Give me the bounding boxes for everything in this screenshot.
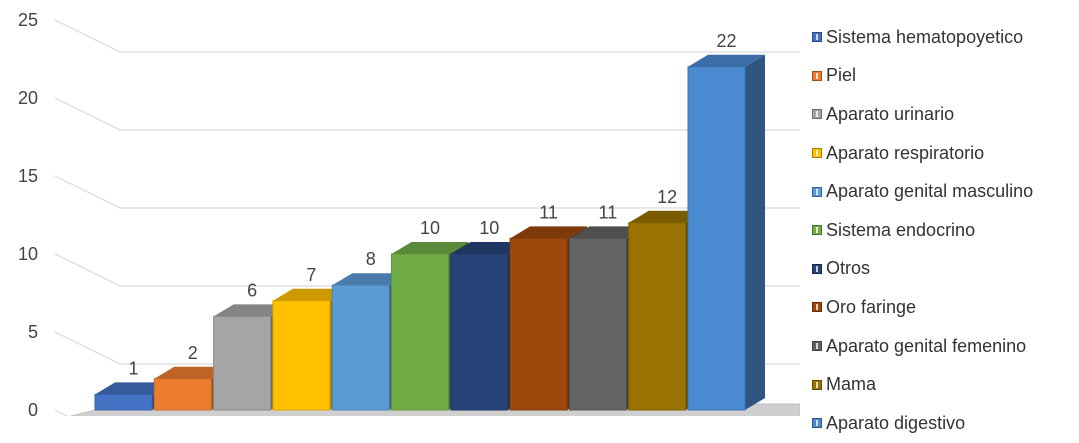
legend-swatch	[812, 263, 822, 274]
y-tick-label: 20	[18, 88, 38, 108]
gridline	[54, 19, 800, 53]
legend-swatch	[812, 32, 822, 43]
bar-front-face	[153, 378, 212, 411]
bar	[94, 382, 172, 411]
legend-label: Aparato respiratorio	[826, 142, 985, 163]
y-tick-label: 10	[18, 244, 38, 264]
bar-front-face	[391, 253, 449, 411]
legend-item: Sistema hematopoyetico	[812, 18, 1074, 57]
bar-top-face	[688, 54, 765, 67]
legend-swatch	[812, 379, 822, 390]
legend-item: Aparato urinario	[812, 95, 1074, 134]
bar-top-face	[213, 304, 291, 317]
bar-top-face	[628, 210, 706, 223]
data-label: 8	[366, 249, 376, 269]
bar-front-face	[509, 237, 568, 411]
legend-label: Oro faringe	[826, 296, 917, 317]
bar-front-face	[94, 393, 153, 411]
y-tick-label: 25	[18, 10, 38, 30]
y-tick-label: 5	[28, 322, 38, 342]
legend-item: Aparato genital masculino	[812, 172, 1074, 211]
legend-item: Piel	[812, 57, 1074, 96]
legend-label: Sistema endocrino	[826, 219, 976, 240]
data-label: 1	[128, 358, 138, 378]
legend-label: Piel	[826, 65, 857, 86]
y-tick-label: 0	[28, 400, 38, 416]
bar-top-face	[154, 366, 232, 379]
data-label: 10	[479, 218, 499, 238]
legend-swatch	[812, 70, 822, 81]
legend-item: Oro faringe	[812, 288, 1074, 327]
legend-item: Otros	[812, 250, 1074, 289]
bar-front-face	[213, 315, 272, 411]
data-label: 11	[539, 202, 558, 222]
bar-front-face	[450, 253, 509, 411]
legend-label: Aparato urinario	[826, 103, 955, 124]
legend-swatch	[812, 302, 822, 313]
bar-front-face	[687, 66, 746, 411]
legend-label: Otros	[826, 258, 871, 279]
legend-label: Mama	[826, 374, 877, 395]
data-label: 6	[247, 280, 257, 300]
legend: Sistema hematopoyetico Piel Aparato urinar…	[812, 18, 1074, 443]
y-tick-label: 15	[18, 166, 38, 186]
legend-swatch	[812, 109, 822, 120]
bar-top-face	[272, 288, 350, 301]
legend-swatch	[812, 148, 822, 159]
legend-swatch	[812, 341, 822, 352]
bar-top-face	[510, 226, 588, 239]
legend-label: Sistema hematopoyetico	[826, 26, 1024, 47]
bar-top-face	[332, 273, 410, 286]
y-axis-ticks: 0 5 10 15 20 25	[18, 10, 38, 416]
legend-swatch	[812, 225, 822, 236]
legend-swatch	[812, 186, 822, 197]
bar-front-face	[628, 222, 687, 411]
data-label: 2	[188, 343, 198, 363]
bar-top-face	[569, 226, 647, 239]
bar-top-face	[95, 382, 172, 395]
legend-swatch	[812, 418, 822, 429]
legend-item: Aparato digestivo	[812, 404, 1074, 443]
bar	[687, 54, 765, 411]
bar-top-face	[450, 242, 528, 254]
legend-label: Aparato genital masculino	[826, 181, 1034, 202]
data-label: 10	[420, 218, 440, 238]
legend-item: Sistema endocrino	[812, 211, 1074, 250]
data-label: 22	[716, 31, 736, 51]
legend-item: Aparato genital femenino	[812, 327, 1074, 366]
bars	[94, 54, 765, 411]
data-label: 7	[306, 265, 316, 285]
bar-side-face	[745, 54, 765, 411]
data-label: 11	[599, 202, 618, 222]
gridline	[54, 97, 800, 131]
gridline	[54, 175, 800, 209]
bar-front-face	[272, 300, 331, 411]
data-label: 12	[657, 187, 677, 207]
bar-top-face	[391, 242, 469, 254]
bar-front-face	[568, 237, 627, 411]
legend-item: Mama	[812, 365, 1074, 404]
legend-label: Aparato genital femenino	[826, 335, 1027, 356]
legend-item: Aparato respiratorio	[812, 134, 1074, 173]
bar-front-face	[331, 284, 390, 411]
